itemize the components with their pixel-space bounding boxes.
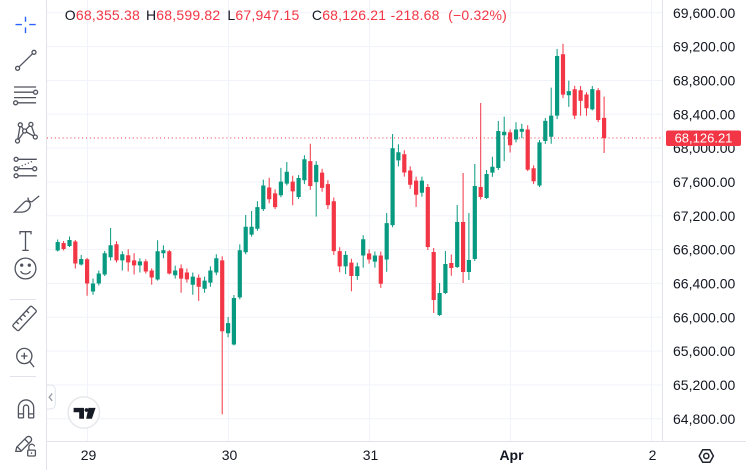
svg-text:68,400.00: 68,400.00 (673, 106, 735, 122)
svg-text:68,126.21: 68,126.21 (675, 131, 733, 146)
svg-text:69,600.00: 69,600.00 (673, 5, 735, 21)
svg-text:30: 30 (222, 447, 238, 463)
svg-text:67,600.00: 67,600.00 (673, 174, 735, 190)
svg-text:66,800.00: 66,800.00 (673, 242, 735, 258)
svg-text:65,200.00: 65,200.00 (673, 377, 735, 393)
svg-text:31: 31 (363, 447, 379, 463)
svg-text:66,400.00: 66,400.00 (673, 275, 735, 291)
svg-text:68,800.00: 68,800.00 (673, 73, 735, 89)
svg-text:65,600.00: 65,600.00 (673, 343, 735, 359)
svg-text:29: 29 (81, 447, 97, 463)
svg-text:Apr: Apr (499, 447, 524, 463)
svg-text:69,200.00: 69,200.00 (673, 39, 735, 55)
svg-text:2: 2 (649, 447, 657, 463)
svg-text:64,800.00: 64,800.00 (673, 411, 735, 427)
svg-text:67,200.00: 67,200.00 (673, 208, 735, 224)
svg-text:66,000.00: 66,000.00 (673, 309, 735, 325)
